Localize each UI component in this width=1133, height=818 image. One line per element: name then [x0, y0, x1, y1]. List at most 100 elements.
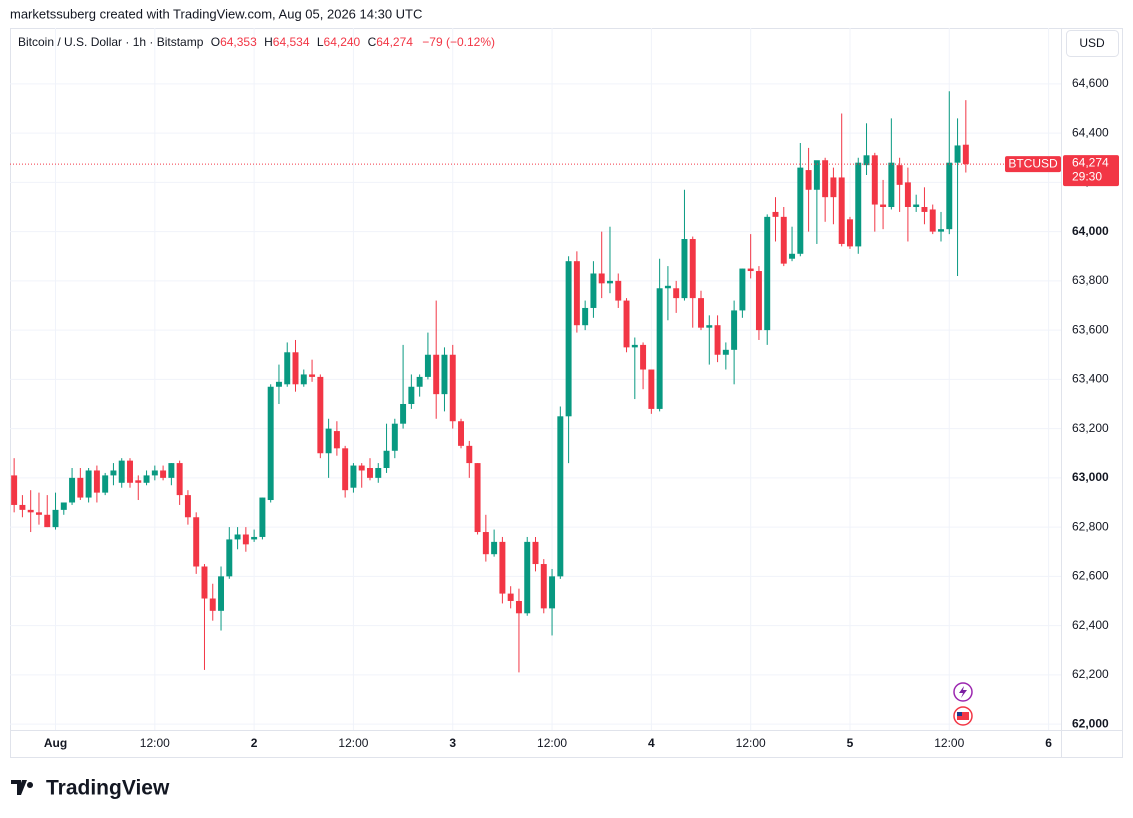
legend-change: −79 (−0.12%): [422, 35, 495, 49]
candle-body: [69, 477, 76, 503]
currency-button[interactable]: [1066, 30, 1119, 57]
price-tag: [1063, 155, 1119, 187]
x-tick-label: 12:00: [736, 736, 766, 750]
y-tick-label: 62,400: [1072, 618, 1109, 632]
candle-body: [482, 532, 489, 555]
legend-o-value: 64,353: [220, 35, 257, 49]
currency-label[interactable]: USD: [1079, 36, 1105, 50]
candle-body: [557, 416, 564, 577]
candle-body: [780, 216, 787, 264]
candle-body: [201, 566, 208, 599]
candle-body: [896, 165, 903, 185]
candle-body: [838, 177, 845, 244]
candle-body: [764, 216, 771, 331]
candle-body: [118, 460, 125, 483]
candle-body: [755, 271, 762, 331]
candle-body: [938, 229, 944, 232]
logo-text: TradingView: [46, 777, 170, 800]
candle-body: [582, 307, 589, 326]
y-tick-label: 62,000: [1072, 716, 1109, 730]
candle-body: [962, 144, 969, 165]
logo: TradingView: [11, 777, 170, 800]
candle-body: [242, 534, 249, 545]
x-tick-label: 12:00: [537, 736, 567, 750]
candle-body: [309, 374, 316, 377]
candle-body: [110, 470, 117, 476]
candle-body: [772, 211, 779, 217]
candle-body: [52, 509, 59, 528]
candle-body: [797, 167, 804, 254]
candle-body: [532, 541, 539, 565]
candle-body: [648, 369, 655, 409]
symbol-tag-label: BTCUSD: [1008, 156, 1058, 170]
candle-body: [102, 475, 109, 493]
legend-line: Bitcoin / U.S. Dollar · 1h · Bitstamp O6…: [18, 35, 495, 49]
candle-body: [375, 468, 382, 478]
watermark: marketssuberg created with TradingView.c…: [10, 6, 422, 21]
candle-body: [664, 285, 671, 289]
x-tick-label: 2: [251, 736, 258, 750]
candle-body: [673, 288, 680, 299]
candle-body: [623, 300, 630, 348]
candle-body: [954, 145, 961, 163]
candle-body: [60, 502, 67, 510]
candle-body: [350, 465, 357, 488]
candle-body: [449, 354, 456, 422]
x-tick-label: 6: [1045, 736, 1052, 750]
candle-body: [813, 160, 820, 190]
symbol-tag: [1005, 156, 1061, 173]
chart-frame: [10, 28, 1123, 758]
candle-body: [44, 514, 51, 528]
x-tick-label: 12:00: [140, 736, 170, 750]
candle-body: [184, 495, 191, 518]
candle-body: [135, 480, 142, 483]
candle-body: [573, 261, 580, 326]
candle-body: [151, 470, 158, 476]
candles: [11, 91, 969, 673]
candle-body: [77, 477, 84, 498]
candle-body: [333, 431, 340, 449]
candle-body: [846, 219, 853, 247]
candle-body: [275, 381, 282, 387]
candle-body: [590, 273, 597, 308]
y-tick-label: 62,600: [1072, 569, 1109, 583]
candle-body: [391, 423, 398, 451]
candle-body: [441, 354, 448, 395]
candle-body: [259, 497, 266, 537]
candle-body: [880, 204, 887, 208]
candle-body: [863, 155, 870, 166]
candle-body: [946, 162, 953, 230]
y-tick-label: 62,200: [1072, 667, 1109, 681]
legend-l-value: 64,240: [324, 35, 361, 49]
candle-body: [913, 204, 920, 208]
candle-body: [160, 470, 167, 478]
x-tick-label: 4: [648, 736, 655, 750]
y-tick-label: 63,400: [1072, 372, 1109, 386]
candle-body: [466, 445, 473, 464]
candle-body: [640, 344, 647, 370]
candle-body: [507, 593, 514, 601]
candle-body: [367, 468, 373, 478]
x-tick-label: 3: [449, 736, 456, 750]
y-tick-label: 62,800: [1072, 519, 1109, 533]
y-tick-label: 64,000: [1072, 224, 1109, 238]
y-tick-label: 63,000: [1072, 470, 1109, 484]
candle-body: [209, 598, 216, 611]
legend-c-value: 64,274: [376, 35, 413, 49]
candle-body: [491, 541, 498, 555]
candle-body: [383, 450, 390, 469]
logo-mark: [11, 780, 34, 795]
candle-body: [698, 298, 704, 328]
candle-body: [342, 448, 349, 491]
x-tick-label: 12:00: [338, 736, 368, 750]
countdown-label: 29:30: [1072, 169, 1102, 183]
legend-c-label: C: [368, 35, 377, 49]
candle-body: [904, 182, 911, 208]
candle-body: [631, 344, 638, 348]
candle-body: [739, 268, 746, 311]
candle-body: [540, 564, 547, 609]
candle-body: [300, 374, 307, 385]
candle-body: [689, 239, 696, 299]
candle-body: [143, 475, 150, 483]
